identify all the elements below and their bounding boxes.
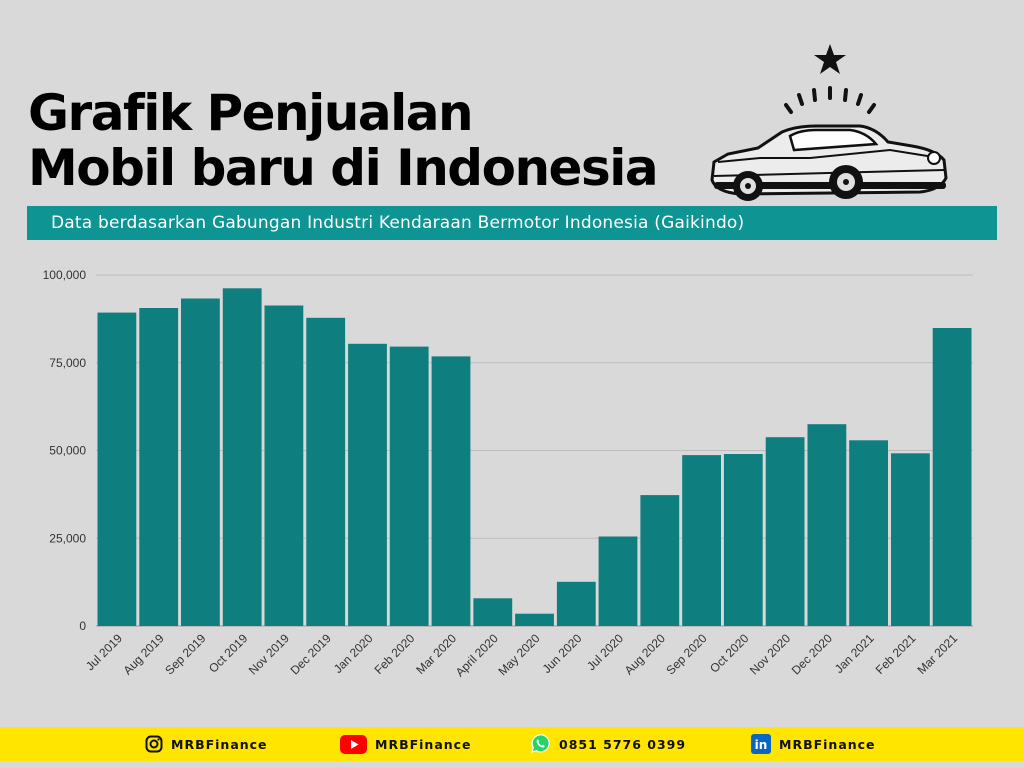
y-tick-label: 100,000	[43, 268, 87, 282]
title-line-2: Mobil baru di Indonesia	[28, 139, 659, 197]
y-tick-label: 25,000	[49, 531, 86, 545]
x-tick-label: Feb 2020	[372, 631, 418, 677]
bars-layer	[97, 288, 972, 626]
youtube-link[interactable]: MRBFinance	[340, 734, 472, 754]
x-tick-label: Dec 2019	[288, 631, 334, 677]
y-axis-labels: 0 25,000 50,000 75,000 100,000	[43, 268, 87, 633]
bar	[891, 453, 930, 626]
bar	[807, 424, 847, 626]
y-tick-label: 50,000	[49, 444, 86, 458]
youtube-icon	[340, 734, 367, 754]
x-tick-label: April 2020	[453, 631, 501, 679]
car-illustration	[710, 44, 948, 201]
whatsapp-icon	[531, 734, 550, 753]
bar	[682, 455, 721, 626]
footer-bar: MRBFinance MRBFinance 0851 5776 0399 in …	[0, 727, 1024, 761]
bar	[765, 437, 805, 626]
x-tick-label: Nov 2020	[747, 631, 793, 677]
bar	[222, 288, 262, 626]
title-line-1: Grafik Penjualan	[28, 84, 474, 142]
bar	[181, 298, 220, 626]
x-tick-label: Aug 2019	[120, 631, 166, 677]
bar	[598, 536, 638, 626]
x-tick-label: Jan 2020	[331, 631, 376, 676]
x-tick-label: Mar 2021	[914, 631, 960, 677]
chart-title: Grafik Penjualan Mobil baru di Indonesia	[28, 84, 659, 197]
bar	[932, 328, 972, 626]
bar	[431, 356, 471, 626]
x-tick-label: Dec 2020	[789, 631, 835, 677]
x-tick-label: Jul 2020	[584, 631, 626, 673]
bar	[849, 440, 888, 626]
bar	[515, 613, 554, 626]
youtube-label: MRBFinance	[375, 736, 472, 752]
x-tick-label: Oct 2020	[707, 631, 752, 676]
source-text: Data berdasarkan Gabungan Industri Kenda…	[51, 213, 745, 233]
x-tick-label: Jun 2020	[540, 631, 585, 676]
instagram-label: MRBFinance	[171, 736, 268, 752]
x-tick-label: Aug 2020	[622, 631, 668, 677]
bar	[640, 495, 680, 626]
linkedin-label: MRBFinance	[779, 736, 876, 752]
whatsapp-number: 0851 5776 0399	[559, 736, 687, 752]
x-tick-label: Jan 2021	[832, 631, 877, 676]
bar	[348, 343, 387, 626]
bar	[306, 317, 346, 626]
x-tick-label: May 2020	[495, 631, 542, 678]
bar	[389, 346, 429, 626]
y-tick-label: 75,000	[49, 356, 86, 370]
x-tick-label: Nov 2019	[246, 631, 292, 677]
bar	[264, 305, 304, 626]
instagram-link[interactable]: MRBFinance	[145, 734, 268, 754]
x-tick-label: Feb 2021	[873, 631, 919, 677]
bar	[556, 581, 596, 626]
bar	[723, 454, 763, 626]
whatsapp-link[interactable]: 0851 5776 0399	[529, 734, 686, 754]
source-banner: Data berdasarkan Gabungan Industri Kenda…	[27, 206, 997, 240]
bar	[473, 598, 513, 626]
y-tick-label: 0	[79, 619, 86, 633]
x-tick-label: Oct 2019	[206, 631, 251, 676]
bar	[97, 312, 137, 626]
star-icon	[814, 44, 846, 74]
x-tick-label: Sep 2020	[663, 631, 709, 677]
linkedin-icon: in	[751, 734, 771, 754]
instagram-icon	[145, 735, 163, 753]
bar	[139, 308, 179, 626]
x-tick-label: Sep 2019	[162, 631, 208, 677]
svg-text:in: in	[755, 738, 768, 752]
linkedin-link[interactable]: in MRBFinance	[751, 734, 876, 754]
x-tick-label: Jul 2019	[83, 631, 125, 673]
